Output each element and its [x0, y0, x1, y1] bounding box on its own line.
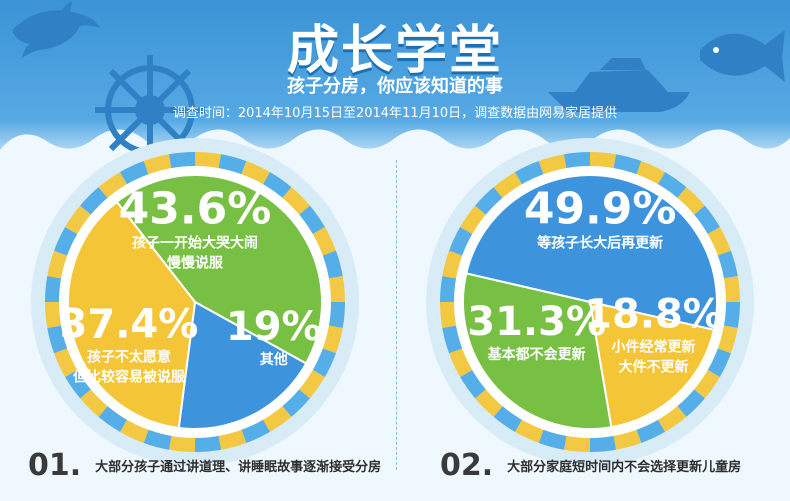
divider — [396, 160, 397, 470]
slice-category-label: 慢慢说服 — [167, 254, 224, 271]
pie-slice — [177, 300, 308, 430]
pie-slice — [115, 174, 323, 365]
slice-category-label: 小件经常更新 — [612, 338, 696, 355]
slice-category-label: 其他 — [260, 351, 288, 368]
pie-slice — [465, 174, 719, 331]
pie-slice — [588, 300, 716, 429]
survey-note: 调查时间：2014年10月15日至2014年11月10日，调查数据由网易家居提供 — [172, 106, 618, 121]
slice-value-label: 19% — [226, 304, 322, 350]
slice-value-label: 49.9% — [524, 183, 677, 234]
slice-category-label: 基本都不会更新 — [488, 346, 586, 363]
caption-1-text: 大部分孩子通过讲道理、讲睡眠故事逐渐接受分房 — [95, 460, 382, 475]
pie-slice — [67, 200, 197, 430]
chart-title: 成长学堂 — [286, 21, 503, 81]
slice-category-label: 大件不更新 — [619, 358, 689, 375]
yacht-icon — [548, 58, 690, 112]
dolphin-icon — [12, 2, 100, 58]
fish-icon — [700, 30, 785, 82]
slice-value-label: 31.3% — [467, 299, 606, 345]
caption-1-number: 01. — [28, 448, 82, 483]
slice-category-label: 孩子一开始大哭大闹 — [132, 234, 258, 251]
slice-category-label: 但比较容易被说服 — [72, 369, 186, 386]
slice-value-label: 18.8% — [584, 291, 723, 337]
pie-slice — [462, 272, 613, 430]
slice-value-label: 43.6% — [119, 183, 272, 234]
caption-2-text: 大部分家庭短时间内不会选择更新儿童房 — [507, 460, 742, 475]
caption-2: 02. 大部分家庭短时间内不会选择更新儿童房 — [440, 448, 741, 483]
caption-2-number: 02. — [440, 448, 494, 483]
chart-subtitle: 孩子分房，你应该知道的事 — [287, 76, 503, 97]
slice-value-label: 37.4% — [60, 302, 199, 348]
slice-category-label: 等孩子长大后再更新 — [537, 234, 663, 251]
caption-1: 01. 大部分孩子通过讲道理、讲睡眠故事逐渐接受分房 — [28, 448, 381, 483]
slice-category-label: 孩子不太愿意 — [87, 349, 171, 366]
